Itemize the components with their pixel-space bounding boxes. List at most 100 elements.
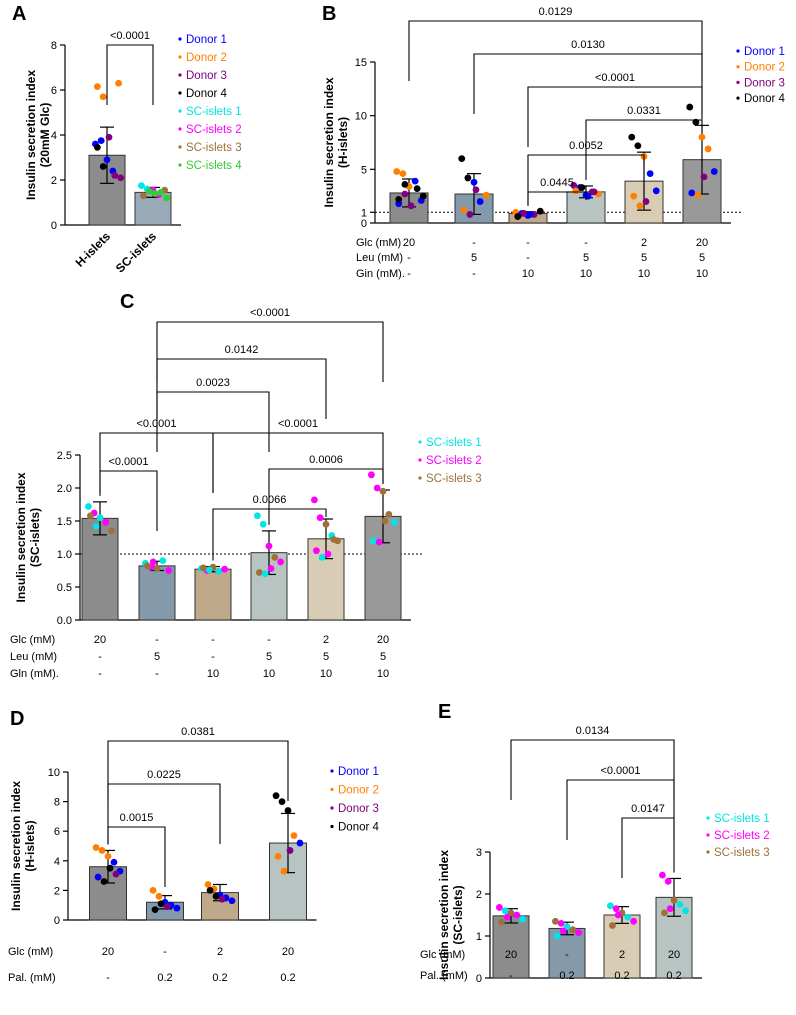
condition-label: Pal. (mM) [8,972,56,984]
data-point [324,550,332,558]
data-point [163,194,171,202]
condition-value: 10 [638,268,650,280]
data-point [664,878,672,885]
data-point [569,926,577,934]
data-point [253,512,261,520]
data-point [151,190,159,197]
bar [492,915,530,979]
y-axis-label: (H-islets) [336,117,350,168]
data-point [106,864,114,872]
legend-marker [178,73,182,77]
data-point [367,471,375,479]
legend-marker [706,833,710,837]
data-point [255,569,263,576]
significance-bracket [527,86,703,147]
data-point [84,503,92,510]
data-point [151,906,159,914]
data-point [464,174,472,182]
significance-bracket [156,358,327,419]
y-tick-label: 2.5 [57,450,72,462]
p-value-label: <0.0001 [278,418,318,430]
data-point [682,907,690,915]
condition-value: 5 [323,651,329,663]
significance-bracket [268,468,384,525]
data-point [460,206,468,214]
condition-value: - [407,268,411,280]
data-point [608,922,616,929]
p-value-label: <0.0001 [595,72,635,84]
data-point [290,832,298,840]
y-axis-label: (H-islets) [23,820,37,871]
data-point [212,892,220,900]
data-point [204,881,212,888]
data-point [688,189,696,197]
legend-label: Donor 4 [338,822,380,834]
condition-label: Leu (mM) [356,252,403,264]
legend-marker [418,458,422,462]
p-value-label: <0.0001 [250,307,290,319]
legend-label: SC-islets 4 [186,160,242,172]
data-point [704,145,712,153]
condition-value: 5 [699,252,705,264]
data-point [395,195,403,203]
condition-value: - [526,252,530,264]
data-point [476,198,484,205]
y-tick-label: 10 [355,111,367,123]
data-point [316,514,324,522]
condition-value: 20 [505,949,517,961]
data-point [93,143,101,151]
significance-bracket [107,826,166,887]
panel-label-c: C [120,291,134,313]
legend-label: Donor 4 [186,88,228,100]
significance-bracket [156,321,384,382]
data-point [630,917,638,925]
data-point [221,565,229,573]
condition-value: 10 [580,268,592,280]
data-point [636,202,644,210]
data-point [401,190,409,198]
data-point [104,852,112,860]
condition-value: - [211,651,215,663]
data-point [111,172,119,179]
p-value-label: 0.0147 [631,803,665,815]
data-point [391,518,399,526]
data-point [407,202,415,210]
legend-label: Donor 3 [338,803,379,815]
data-point [513,911,521,919]
data-point [514,213,522,220]
legend-label: Donor 1 [186,34,227,46]
data-point [700,173,708,181]
condition-value: 5 [154,651,160,663]
condition-value: 5 [266,651,272,663]
condition-value: 20 [102,946,114,958]
condition-label: Leu (mM) [10,651,57,663]
significance-bracket [99,470,158,531]
legend-marker [178,127,182,131]
significance-bracket [473,53,703,114]
condition-value: 5 [380,651,386,663]
y-tick-label: 0.0 [57,615,72,627]
legend-marker [736,65,740,69]
condition-value: 0.2 [212,972,227,984]
data-point [666,905,674,913]
p-value-label: 0.0331 [627,105,661,117]
data-point [108,527,116,535]
condition-value: - [98,668,102,680]
data-point [578,184,586,191]
data-point [630,192,638,200]
legend-marker [178,145,182,149]
p-value-label: <0.0001 [136,418,176,430]
p-value-label: 0.0015 [120,812,154,824]
legend-marker [330,769,334,773]
condition-value: - [407,252,411,264]
data-point [646,170,654,178]
condition-value: 10 [207,668,219,680]
data-point [670,896,678,904]
panel-label-b: B [322,3,336,25]
data-point [526,211,534,218]
data-point [92,844,100,851]
condition-value: - [509,970,513,982]
data-point [155,892,163,900]
data-point [624,913,632,921]
data-point [137,182,145,190]
